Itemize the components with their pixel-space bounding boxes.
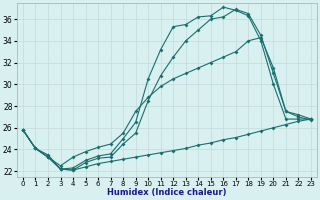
X-axis label: Humidex (Indice chaleur): Humidex (Indice chaleur) bbox=[107, 188, 227, 197]
